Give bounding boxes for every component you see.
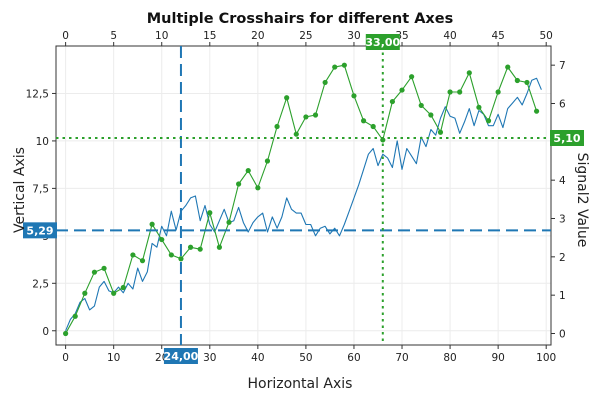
y2-tick-label-3: 3: [559, 214, 566, 226]
series-1-point: [360, 118, 367, 124]
x-tick-label-4: 40: [251, 352, 264, 364]
series-1-point: [293, 131, 299, 137]
series-1-point: [351, 93, 357, 99]
crosshair-label-y: 5,29: [26, 224, 53, 237]
series-1-point: [130, 252, 136, 258]
x-tick-label-6: 60: [347, 352, 360, 364]
series-1-point: [322, 79, 328, 86]
y-tick-label-0: 0: [42, 326, 49, 338]
x2-tick-label-4: 20: [251, 30, 264, 42]
series-1-point: [399, 87, 405, 93]
y2-tick-label-2: 2: [559, 252, 566, 264]
y2-tick-label-7: 7: [559, 60, 566, 72]
series-1-point: [255, 185, 261, 191]
series-1-point: [245, 167, 251, 174]
series-1-point: [437, 129, 444, 135]
crosshair-label-box-y: [23, 222, 57, 239]
series-1-point: [197, 246, 203, 252]
series-1-point: [466, 70, 472, 76]
plot-frame: [55, 45, 552, 346]
x-tick-label-5: 50: [299, 352, 312, 364]
series-1-point: [207, 210, 213, 216]
series-1-point: [476, 104, 482, 110]
series-1-point: [82, 290, 88, 296]
x2-tick-label-10: 50: [540, 30, 553, 42]
series-1-point: [168, 252, 174, 258]
plot-background: [56, 46, 551, 345]
series-1-point: [226, 219, 232, 225]
x2-tick-label-3: 15: [203, 30, 216, 42]
y2-tick-label-1: 1: [559, 290, 566, 302]
x-tick-label-3: 30: [203, 352, 216, 364]
chart-title: Multiple Crosshairs for different Axes: [147, 11, 454, 27]
x2-tick-label-5: 25: [299, 30, 312, 42]
series-1-point: [428, 112, 434, 118]
y-tick-label-1: 2,5: [32, 278, 49, 290]
x-tick-label-9: 90: [491, 352, 504, 364]
x-tick-label-8: 80: [443, 352, 456, 364]
x2-tick-label-8: 40: [443, 30, 456, 42]
series-1-point: [514, 77, 520, 84]
series-1-point: [91, 269, 98, 275]
x-tick-label-7: 70: [395, 352, 408, 364]
series-1-point: [178, 256, 184, 262]
series-1-point: [447, 89, 453, 95]
y2-tick-label-6: 6: [559, 99, 566, 111]
x-tick-label-1: 10: [107, 352, 120, 364]
series-1-point: [120, 284, 126, 291]
x2-tick-label-0: 0: [62, 30, 69, 42]
series-line-0: [65, 77, 542, 332]
series-1-point: [485, 118, 492, 124]
series-1-point: [341, 62, 347, 68]
x2-tick-label-9: 45: [491, 30, 504, 42]
series-1-point: [284, 95, 290, 101]
series-1-point: [149, 221, 155, 227]
series-1-point: [418, 102, 424, 109]
crosshair-label-box-y2: [550, 130, 584, 146]
crosshair-label-box-x: [163, 348, 198, 364]
series-1-point: [264, 158, 271, 164]
crosshair-label-x2: 33,00: [365, 36, 400, 49]
series-1-point: [236, 181, 242, 187]
series-1-point: [101, 265, 107, 271]
y2-tick-label-4: 4: [559, 175, 566, 187]
x-tick-label-0: 0: [62, 352, 69, 364]
series-1-point: [63, 330, 69, 337]
y-tick-label-5: 12,5: [26, 88, 49, 100]
series-1-point: [312, 112, 319, 118]
plot-area: [56, 46, 551, 345]
series-1-point: [370, 123, 376, 130]
series-1-point: [533, 108, 540, 114]
series-1-point: [332, 64, 338, 70]
series-1-point: [187, 244, 194, 250]
series-1-point: [111, 290, 117, 296]
series-1-point: [216, 244, 222, 250]
y2-tick-label-0: 0: [559, 329, 566, 341]
series-1-point: [139, 258, 146, 264]
series-1-point: [495, 89, 501, 95]
crosshair-label-box-x2: [365, 34, 400, 50]
series-1-point: [524, 79, 530, 86]
x2-tick-label-1: 5: [110, 30, 117, 42]
x2-tick-label-2: 10: [155, 30, 168, 42]
series-1-point: [72, 313, 78, 319]
x-tick-label-10: 100: [536, 352, 556, 364]
crosshair-label-y2: 5,10: [553, 132, 580, 145]
crosshair-label-x: 24,00: [164, 350, 199, 363]
y-tick-label-4: 10: [36, 136, 49, 148]
series-1-point: [409, 74, 415, 80]
x2-tick-label-6: 30: [347, 30, 360, 42]
series-1-point: [159, 236, 165, 243]
y-tick-label-3: 7,5: [32, 183, 49, 195]
y2-axis-title: Signal2 Value: [574, 153, 590, 248]
x-axis-title: Horizontal Axis: [248, 376, 353, 392]
series-1-point: [389, 98, 396, 105]
series-1-point: [274, 123, 280, 130]
series-1-point: [457, 89, 463, 95]
y-axis-title: Vertical Axis: [12, 147, 28, 233]
series-1-point: [505, 64, 511, 70]
series-1-point: [303, 114, 309, 120]
